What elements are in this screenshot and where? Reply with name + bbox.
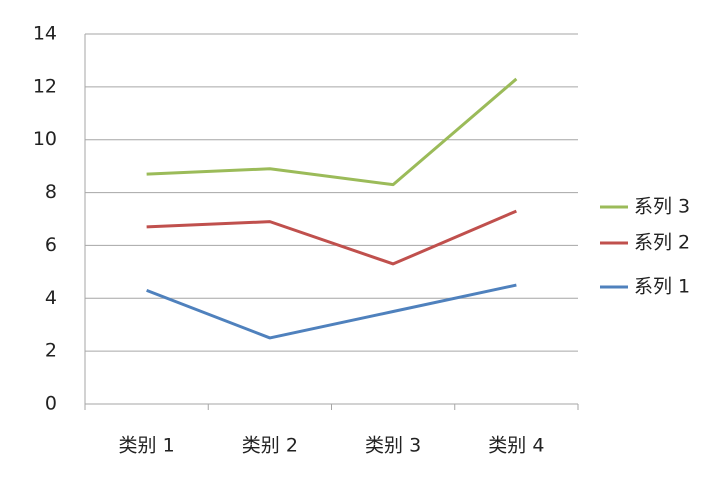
legend-label: 系列 3 bbox=[634, 196, 690, 218]
x-tick-label: 类别 4 bbox=[488, 435, 544, 457]
y-tick-label: 2 bbox=[45, 340, 57, 362]
y-tick-label: 8 bbox=[45, 181, 57, 203]
line-series bbox=[146, 77, 518, 187]
line-series bbox=[146, 209, 517, 266]
y-tick-label: 14 bbox=[33, 23, 57, 45]
y-tick-label: 4 bbox=[45, 287, 57, 309]
y-tick-label: 10 bbox=[33, 128, 57, 150]
y-tick-label: 12 bbox=[33, 75, 57, 97]
y-tick-label: 0 bbox=[45, 393, 57, 415]
legend-label: 系列 1 bbox=[634, 276, 690, 298]
x-tick-label: 类别 3 bbox=[365, 435, 421, 457]
y-tick-label: 6 bbox=[45, 234, 57, 256]
x-tick-label: 类别 2 bbox=[242, 435, 298, 457]
line-series bbox=[146, 283, 517, 340]
legend-label: 系列 2 bbox=[634, 232, 690, 254]
x-tick-label: 类别 1 bbox=[119, 435, 175, 457]
